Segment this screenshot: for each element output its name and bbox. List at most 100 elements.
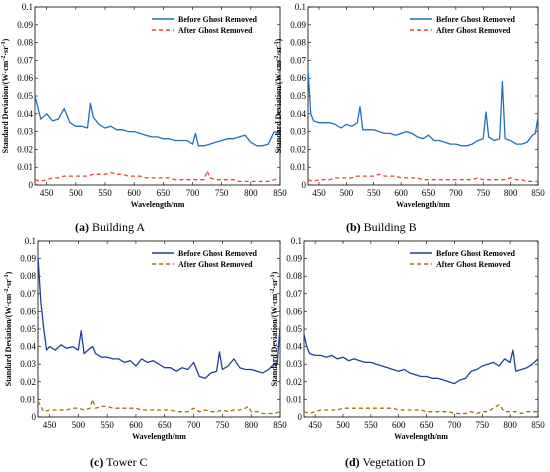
panel-c-ytick-label: 0.06	[20, 306, 36, 316]
panel-b-ytick-label: 0.05	[290, 91, 306, 101]
panel-c-ylabel: Standard Deviation/(W·cm-2·sr-1)	[4, 271, 13, 386]
panel-a-ylabel-sup: -1	[1, 41, 7, 46]
panel-a-series-after-line	[34, 170, 281, 183]
panel-b-ytick-label: 0.08	[290, 38, 306, 48]
panel-c-xtick-label: 450	[43, 420, 57, 430]
caption-d-text: Vegetation D	[359, 455, 426, 469]
panel-c-ylabel-part: ·sr	[4, 279, 13, 289]
panel-c-series-before-line	[37, 256, 281, 379]
panel-b-ylabel: Standard Deviation/(W·cm-2·sr-1)	[274, 38, 283, 153]
panel-a-ytick-label: 0.04	[17, 109, 33, 119]
panel-d-ytick-label: 0.01	[286, 394, 302, 404]
panel-b-ytick-label: 0.02	[290, 144, 306, 154]
panel-a-ylabel-part: Standard Deviation/(W·cm	[1, 60, 10, 153]
panel-b-ylabel-part: ·sr	[274, 46, 283, 56]
panel-a-ytick-label: 0.08	[17, 38, 33, 48]
panel-c-ylabel-part: Standard Deviation/(W·cm	[4, 293, 13, 386]
panel-c-ytick-label: 0.01	[20, 394, 36, 404]
panel-d-xtick-label: 750	[476, 420, 490, 430]
panel-d-xtick-label: 800	[503, 420, 517, 430]
panel-d-xtick-label: 700	[448, 420, 462, 430]
panel-a-ytick-label: 0.03	[17, 127, 33, 137]
caption-d: (d) Vegetation D	[345, 455, 425, 470]
panel-b: 0 0.01 0.02 0.03 0.04 0.05 0.06 0.07 0.08 0.09 0.1…	[274, 2, 545, 209]
panel-a-xtick-label: 450	[40, 188, 54, 198]
panel-d-ytick-label: 0.09	[286, 254, 302, 264]
panel-c-xtick-label: 750	[216, 420, 230, 430]
panel-c-ytick-label: 0.04	[20, 342, 36, 352]
panel-d-legend-label-after: After Ghost Removed	[436, 260, 511, 269]
panel-a-ytick-label: 0.1	[22, 2, 33, 12]
panel-c-legend-label-before: Before Ghost Removed	[178, 249, 258, 258]
panel-a-ylabel: Standard Deviation/(W·cm-2·sr-1)	[1, 38, 10, 153]
panel-a-series-before-line	[34, 95, 281, 147]
panel-b-xtick-label: 550	[367, 188, 381, 198]
panel-c-legend-label-after: After Ghost Removed	[178, 260, 253, 269]
panel-a-ytick-label: 0.02	[17, 144, 33, 154]
panel-d-ytick-label: 0.05	[286, 324, 302, 334]
panel-a-ytick-label: 0.06	[17, 73, 33, 83]
panel-c: 0 0.01 0.02 0.03 0.04 0.05 0.06 0.07 0.08 0.09 0.1…	[4, 236, 287, 441]
panel-d-xtick-label: 650	[420, 420, 434, 430]
panel-a-ylabel-part: )	[1, 38, 10, 41]
caption-b-text: Building B	[360, 220, 417, 234]
panel-b-series-after-line	[307, 173, 538, 183]
panel-d-ytick-label: 0.04	[286, 342, 302, 352]
panel-c-ylabel-sup: -2	[4, 289, 10, 294]
panel-a-ytick-label: 0.07	[17, 55, 33, 65]
panel-d-ylabel-sup: -1	[270, 274, 276, 279]
panel-d-ylabel-part: )	[270, 271, 279, 274]
panel-a-xlabel: Wavelength/nm	[131, 200, 185, 209]
panel-d-xtick-label: 600	[392, 420, 406, 430]
caption-c: (c) Tower C	[90, 455, 148, 470]
panel-a-legend-label-after: After Ghost Removed	[178, 26, 253, 35]
panel-c-xtick-label: 500	[72, 420, 86, 430]
panel-c-ytick-label: 0.08	[20, 271, 36, 281]
caption-c-letter: (c)	[90, 455, 104, 469]
caption-a-letter: (a)	[75, 220, 89, 234]
panel-a-xtick-label: 550	[98, 188, 112, 198]
panel-b-ytick-label: 0.09	[290, 20, 306, 30]
panel-d-ylabel-part: Standard Deviation/(W·cm	[270, 293, 279, 386]
panel-d-ytick-label: 0.08	[286, 271, 302, 281]
panel-c-xtick-label: 550	[100, 420, 114, 430]
panel-a-xtick-label: 700	[186, 188, 200, 198]
panel-c-xtick-label: 700	[187, 420, 201, 430]
panel-c-ytick-label: 0.1	[25, 236, 36, 246]
panel-b-xtick-label: 750	[476, 188, 490, 198]
panel-a: 0 0.01 0.02 0.03 0.04 0.05 0.06 0.07 0.08 0.09 0.1…	[1, 2, 287, 209]
panel-a-xtick-label: 650	[157, 188, 171, 198]
panel-c-xtick-label: 800	[244, 420, 258, 430]
panel-b-ylabel-part: )	[274, 38, 283, 41]
panel-b-xtick-label: 850	[531, 188, 545, 198]
panel-b-ytick-label: 0.07	[290, 55, 306, 65]
panel-d-ylabel-sup: -2	[270, 289, 276, 294]
panel-a-xtick-label: 750	[215, 188, 229, 198]
panel-d: 0 0.01 0.02 0.03 0.04 0.05 0.06 0.07 0.08 0.09 0.1…	[270, 236, 545, 441]
panel-b-ytick-label: 0.04	[290, 109, 306, 119]
panel-d-series-before-line	[303, 334, 539, 385]
panel-c-xtick-label: 600	[129, 420, 143, 430]
panel-b-ytick-label: 0.01	[290, 162, 306, 172]
panel-a-ytick-label: 0.09	[17, 20, 33, 30]
panel-c-ylabel-sup: -1	[4, 274, 10, 279]
panel-d-ytick-label: 0.03	[286, 359, 302, 369]
panel-d-ylabel: Standard Deviation/(W·cm-2·sr-1)	[270, 271, 279, 386]
panel-a-ylabel-sup: -2	[1, 56, 7, 61]
panel-a-ylabel-part: ·sr	[1, 46, 10, 56]
panel-d-legend-label-before: Before Ghost Removed	[436, 249, 516, 258]
panel-b-series-before-line	[307, 69, 539, 147]
panel-c-xlabel: Wavelength/nm	[132, 432, 186, 441]
panel-c-ytick-label: 0.03	[20, 359, 36, 369]
caption-d-letter: (d)	[345, 455, 360, 469]
panel-a-xtick-label: 600	[127, 188, 141, 198]
panel-d-xtick-label: 550	[364, 420, 378, 430]
panel-b-xlabel: Wavelength/nm	[396, 200, 450, 209]
panel-c-ylabel-part: )	[4, 271, 13, 274]
panel-c-series-after-line	[37, 398, 281, 415]
panel-b-xtick-label: 500	[340, 188, 354, 198]
panel-a-xtick-label: 850	[273, 188, 287, 198]
panel-b-xtick-label: 450	[312, 188, 326, 198]
panel-c-ytick-label: 0.05	[20, 324, 36, 334]
